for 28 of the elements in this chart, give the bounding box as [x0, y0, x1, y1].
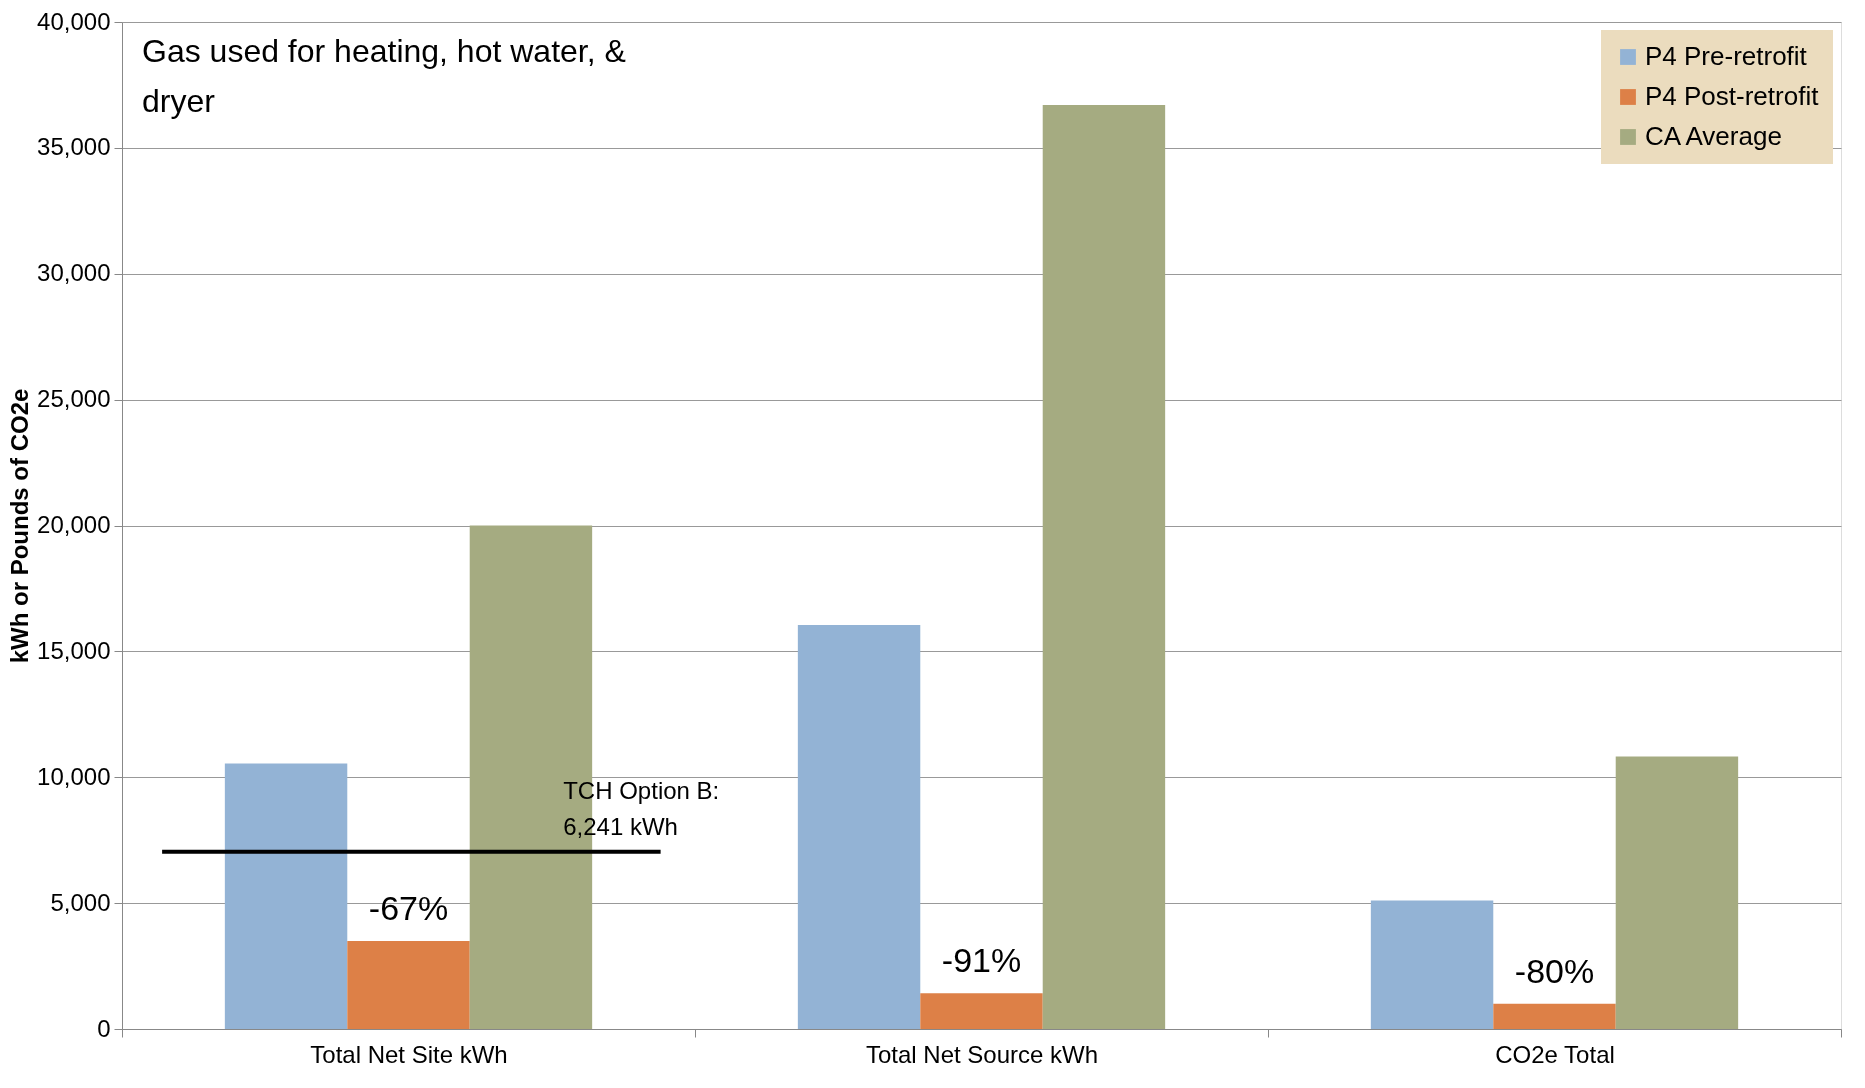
y-tick-label: 25,000 [37, 385, 111, 413]
bar [224, 763, 348, 1029]
y-tick-label: 20,000 [37, 511, 111, 538]
legend-label: P4 Pre-retrofit [1645, 41, 1808, 71]
y-tick-label: 10,000 [37, 762, 111, 790]
bar [1615, 756, 1739, 1029]
y-tick-label: 0 [97, 1014, 111, 1042]
annotation: -91% [941, 941, 1022, 980]
bar [1042, 105, 1166, 1029]
y-tick-label: 40,000 [37, 7, 111, 35]
bar [1370, 900, 1494, 1029]
annotation: -80% [1514, 951, 1595, 990]
x-tick-label: Total Net Source kWh [865, 1040, 1099, 1068]
x-tick-label: Total Net Site kWh [310, 1040, 508, 1068]
bar [920, 993, 1043, 1029]
annotation: -67% [368, 888, 449, 927]
y-tick-label: 15,000 [37, 636, 111, 664]
legend-label: CA Average [1645, 121, 1782, 151]
bar [1493, 1003, 1616, 1029]
bar [797, 624, 921, 1029]
bar [347, 940, 470, 1029]
y-tick-label: 30,000 [37, 259, 111, 287]
y-tick-label: 35,000 [37, 133, 111, 161]
x-tick-label: CO2e Total [1495, 1040, 1615, 1068]
y-axis-title: kWh or Pounds of CO2e [6, 388, 34, 664]
legend-label: P4 Post-retrofit [1645, 81, 1820, 111]
text: Gas used for heating, hot water, & dryer [142, 33, 626, 119]
y-tick-label: 5,000 [50, 888, 111, 916]
